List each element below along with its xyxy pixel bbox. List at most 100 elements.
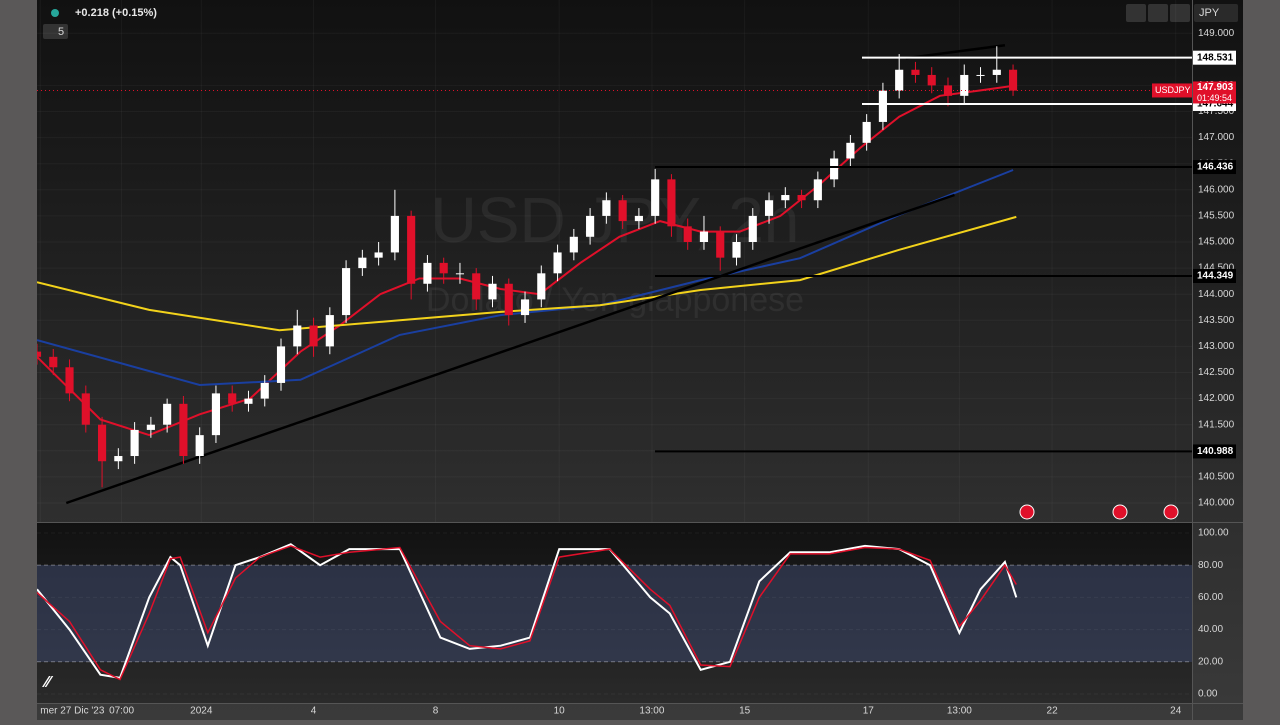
candle-body: [81, 393, 90, 425]
button[interactable]: [1126, 4, 1146, 22]
candle-body: [683, 226, 692, 242]
x-tick-label: 15: [739, 706, 751, 717]
stochastic-line: [37, 543, 1018, 680]
price-tag: [1193, 81, 1236, 104]
y-tick-label: 146.000: [1198, 184, 1235, 195]
candle-body: [325, 315, 334, 347]
level-tag: [1193, 268, 1236, 283]
candle-body: [163, 403, 172, 425]
y-tick-label: 141.500: [1198, 419, 1235, 430]
y-tick-label: 144.500: [1198, 263, 1235, 274]
y-tick-label: 147.000: [1198, 132, 1235, 143]
candle-body: [130, 429, 139, 457]
candle-body: [667, 179, 676, 227]
candle-body: [911, 69, 920, 75]
candle-body: [878, 90, 887, 122]
indicator-toggle[interactable]: [43, 24, 68, 39]
candle-body: [943, 85, 953, 96]
y-tick-label: 40.00: [1198, 624, 1223, 635]
candle-body: [1008, 69, 1018, 91]
candle-body: [472, 273, 481, 300]
indicator-count: 5: [58, 26, 64, 38]
currency-select[interactable]: [1194, 4, 1238, 22]
candle-body: [553, 252, 562, 274]
candle-body: [293, 325, 302, 347]
candle-body: [342, 268, 351, 316]
candle-body: [976, 74, 985, 76]
y-tick-label: 143.500: [1198, 315, 1235, 326]
candle-body: [211, 393, 221, 436]
candle-body: [65, 367, 74, 394]
x-tick-label: 4: [311, 706, 317, 717]
symbol-label: USDJPY: [1155, 85, 1191, 95]
level-label: 146.436: [1197, 162, 1234, 173]
candle-body: [146, 424, 155, 430]
level-label: 144.349: [1197, 271, 1234, 282]
event-icon[interactable]: [1019, 504, 1035, 520]
candle-body: [602, 200, 611, 216]
candle-body: [390, 215, 399, 253]
candle-body: [830, 158, 839, 180]
candle-body: [781, 195, 790, 201]
button[interactable]: [1170, 4, 1190, 22]
candle-body: [488, 283, 497, 300]
y-tick-label: 60.00: [1198, 592, 1223, 603]
candle-body: [455, 273, 465, 275]
trendline: [65, 193, 955, 505]
candle-body: [813, 179, 822, 201]
x-tick-label: 8: [433, 706, 439, 717]
candle-body: [586, 215, 595, 237]
button[interactable]: [1148, 4, 1168, 22]
candle-body: [862, 121, 871, 143]
x-tick-label: 22: [1047, 706, 1059, 717]
candle-body: [504, 283, 513, 316]
x-tick-label: 24: [1170, 706, 1182, 717]
candle-body: [618, 200, 627, 222]
status-dot: [51, 9, 59, 17]
y-tick-label: 147.500: [1198, 106, 1235, 117]
y-tick-label: 144.000: [1198, 289, 1235, 300]
x-tick-label: 10: [554, 706, 566, 717]
x-tick-label: 17: [863, 706, 875, 717]
stochastic-line: [37, 545, 1017, 681]
oscillator-band: [37, 565, 1192, 662]
candle-body: [49, 356, 58, 368]
axes: 140.000140.500141.000141.500142.000142.5…: [40, 28, 1236, 717]
countdown: 01:49:54: [1197, 93, 1232, 103]
event-icon[interactable]: [1163, 504, 1179, 520]
candle-body: [520, 299, 530, 316]
candle-body: [98, 424, 107, 462]
candle-body: [37, 351, 42, 357]
y-tick-label: 80.00: [1198, 560, 1223, 571]
change-text: +0.218 (+0.15%): [75, 7, 157, 19]
x-tick-label: 2024: [190, 706, 213, 717]
candle-body: [716, 231, 725, 258]
candle-body: [569, 236, 578, 253]
level-tag: [1193, 444, 1236, 459]
y-tick-label: 20.00: [1198, 656, 1223, 667]
candle-body: [797, 195, 806, 201]
currency: JPY: [1199, 7, 1220, 19]
candle-body: [992, 69, 1001, 75]
level-label: 140.988: [1197, 446, 1234, 457]
candle-body: [423, 262, 432, 284]
y-tick-label: 143.000: [1198, 341, 1235, 352]
trendline: [905, 43, 1006, 60]
level-label: 148.531: [1197, 52, 1234, 63]
candle-body: [651, 179, 660, 216]
candle-body: [260, 382, 269, 399]
y-tick-label: 142.500: [1198, 367, 1235, 378]
x-tick-label: 07:00: [109, 706, 134, 717]
candle-body: [439, 262, 448, 274]
candle-body: [764, 200, 774, 216]
candle-body: [537, 273, 546, 300]
y-tick-label: 145.000: [1198, 237, 1235, 248]
candle-body: [309, 325, 318, 347]
moving-average: [37, 215, 1017, 332]
candle-body: [927, 74, 936, 86]
event-icon[interactable]: [1112, 504, 1128, 520]
y-tick-label: 140.000: [1198, 498, 1235, 509]
candle-body: [846, 142, 855, 159]
y-tick-label: 149.000: [1198, 28, 1235, 39]
candle-body: [748, 215, 757, 242]
